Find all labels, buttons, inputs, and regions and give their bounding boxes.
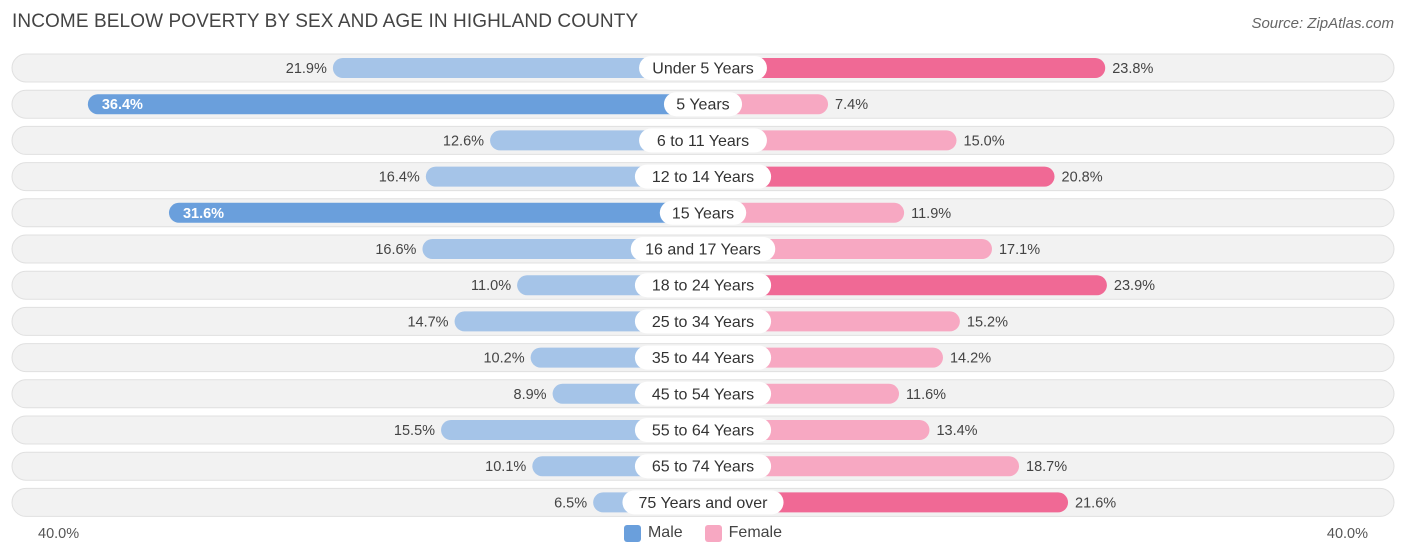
category-label-background	[634, 345, 772, 370]
category-label-background	[634, 273, 772, 298]
category-label-background	[634, 418, 772, 442]
category-label: 55 to 64 Years	[652, 423, 754, 440]
male-bar	[168, 202, 703, 223]
male-bar	[87, 94, 704, 115]
category-label: 16 and 17 Years	[645, 242, 761, 259]
axis-label-left: 40.0%	[38, 526, 80, 542]
category-label-background	[663, 92, 743, 117]
male-value-label: 16.6%	[375, 242, 416, 258]
female-bar	[703, 275, 1107, 296]
category-label-background	[639, 56, 767, 80]
female-value-label: 14.2%	[950, 351, 991, 367]
category-label: 5 Years	[676, 97, 729, 114]
female-bar	[703, 130, 957, 151]
category-label: 18 to 24 Years	[652, 278, 754, 295]
female-value-label: 15.2%	[967, 314, 1008, 330]
female-value-label: 23.9%	[1114, 278, 1155, 294]
category-label: Under 5 Years	[652, 61, 753, 78]
female-value-label: 11.6%	[906, 387, 946, 403]
category-label-background	[630, 237, 776, 261]
axis-label-right: 40.0%	[1326, 526, 1368, 542]
legend-swatch-female	[704, 524, 722, 542]
female-bar	[703, 166, 1055, 187]
category-label: 65 to 74 Years	[652, 459, 754, 476]
male-value-label: 11.0%	[471, 278, 511, 294]
female-value-label: 7.4%	[835, 97, 868, 113]
category-label-background	[659, 200, 747, 225]
category-label: 35 to 44 Years	[652, 350, 754, 367]
female-value-label: 18.7%	[1026, 459, 1067, 475]
category-label-background	[622, 490, 784, 515]
female-value-label: 21.6%	[1075, 495, 1116, 511]
male-value-label: 14.7%	[407, 314, 448, 330]
category-label: 12 to 14 Years	[652, 169, 754, 186]
female-bar	[703, 239, 992, 259]
female-bar	[703, 202, 905, 223]
male-bar	[332, 58, 703, 78]
legend-label-female: Female	[728, 524, 783, 541]
male-value-label: 16.4%	[379, 170, 420, 186]
category-label-background	[634, 164, 772, 189]
category-label: 15 Years	[672, 205, 734, 222]
legend-swatch-male	[623, 524, 641, 542]
male-value-label: 10.2%	[483, 351, 524, 367]
category-label: 6 to 11 Years	[657, 133, 749, 150]
category-label-background	[634, 381, 772, 406]
category-label-background	[639, 128, 767, 153]
female-value-label: 23.8%	[1112, 61, 1153, 77]
category-label: 25 to 34 Years	[652, 314, 754, 331]
female-bar	[703, 58, 1106, 78]
male-value-label: 12.6%	[443, 133, 484, 149]
chart-canvas: 21.9% 23.8% Under 5 Years 36.4% 7.4% 5 Years 1…	[11, 53, 1395, 517]
category-label: 75 Years and over	[639, 495, 769, 512]
legend-label-male: Male	[647, 524, 683, 541]
female-value-label: 17.1%	[999, 242, 1040, 258]
female-bar	[703, 492, 1069, 513]
male-value-label: 8.9%	[514, 387, 547, 403]
female-value-label: 13.4%	[936, 423, 977, 439]
legend-item-female: Female	[704, 524, 783, 542]
category-label-background	[634, 454, 772, 479]
legend: Male Female	[0, 524, 1406, 542]
male-value-label: 15.5%	[394, 423, 435, 439]
male-value-label: 6.5%	[554, 495, 587, 511]
male-value-label: 31.6%	[183, 206, 224, 222]
chart-title: INCOME BELOW POVERTY BY SEX AND AGE IN H…	[12, 11, 639, 32]
category-label-background	[634, 309, 772, 334]
male-value-label: 36.4%	[102, 97, 143, 113]
female-value-label: 11.9%	[911, 206, 951, 222]
chart-source: Source: ZipAtlas.com	[1251, 15, 1394, 32]
male-value-label: 10.1%	[485, 459, 526, 475]
female-bar	[703, 456, 1020, 477]
female-value-label: 20.8%	[1062, 170, 1103, 186]
male-bar	[425, 166, 703, 187]
legend-item-male: Male	[623, 524, 683, 542]
category-label: 45 to 54 Years	[652, 386, 754, 403]
male-value-label: 21.9%	[286, 61, 327, 77]
female-value-label: 15.0%	[964, 133, 1005, 149]
